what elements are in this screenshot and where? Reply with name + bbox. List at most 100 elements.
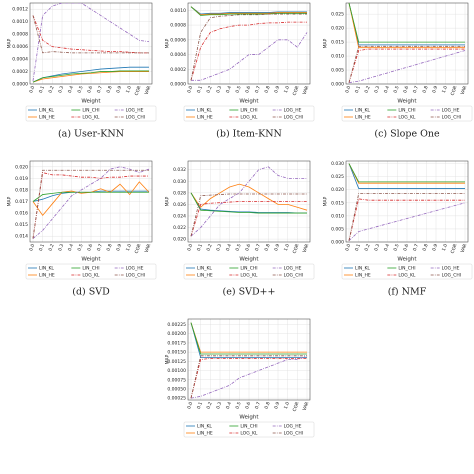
series-line [348, 163, 465, 189]
x-tick-label: 0.5 [77, 243, 85, 252]
y-tick-label: 0.005 [331, 68, 344, 74]
x-tick-label: 1.0 [441, 85, 449, 94]
y-axis-label: MAP [165, 38, 171, 48]
x-tick-label: 0.0 [344, 85, 352, 94]
x-axis-label: Weight [239, 257, 259, 263]
x-tick-label: 0.2 [364, 85, 372, 94]
x-tick-label: 0.3 [373, 85, 381, 94]
x-tick-label: 0.4 [225, 243, 233, 252]
y-tick-label: 0.00225 [167, 322, 186, 328]
x-tick-label: 0.9 [273, 85, 281, 94]
y-tick-label: 0.0008 [170, 23, 186, 29]
y-tick-label: 0.020 [331, 187, 344, 193]
series-line [32, 71, 149, 83]
x-tick-label: CGR [450, 85, 459, 96]
y-axis-label: MAP [323, 38, 329, 48]
legend-label: LIN_HE [355, 273, 371, 279]
x-tick-label: 0.8 [264, 401, 272, 410]
series-line [190, 355, 307, 399]
series-line [190, 358, 307, 399]
x-tick-label: 0.4 [225, 401, 233, 410]
x-tick-label: 0.8 [422, 85, 430, 94]
x-tick-label: 0.7 [412, 85, 420, 94]
y-tick-label: 0.020 [173, 237, 186, 243]
x-tick-label: 1.0 [125, 85, 133, 94]
x-tick-label: 0.6 [244, 85, 252, 94]
series-line [32, 191, 149, 202]
caption: (f) NMF [388, 287, 427, 298]
x-tick-label: 0.6 [86, 243, 94, 252]
x-tick-label: 0.1 [354, 85, 362, 94]
legend-label: LIN_CHI [398, 266, 415, 272]
x-tick-label: 0.3 [57, 85, 65, 94]
y-tick-label: 0.026 [173, 202, 186, 208]
y-axis-label: MAP [165, 196, 171, 206]
caption: (b) Item-KNN [216, 129, 282, 140]
x-axis-label: Weight [81, 257, 101, 263]
y-tick-label: 0.022 [173, 225, 186, 231]
y-axis-label: MAP [7, 38, 13, 48]
series-line [32, 169, 149, 239]
legend-label: LIN_CHI [240, 108, 257, 114]
x-tick-label: 0.6 [244, 243, 252, 252]
x-axis-label: Weight [239, 99, 259, 105]
series-line [190, 13, 307, 81]
series-line [32, 172, 149, 239]
legend-label: LIN_HE [197, 431, 213, 437]
series-line [32, 66, 149, 83]
x-tick-label: 0.2 [206, 85, 214, 94]
x-tick-label: 0.9 [273, 243, 281, 252]
y-tick-label: 0.032 [173, 167, 186, 173]
series-line [190, 183, 308, 211]
legend-label: LIN_KL [39, 266, 54, 272]
x-tick-label: CGR [292, 243, 301, 254]
legend-label: LIN_KL [355, 266, 370, 272]
legend-label: LOG_CHI [284, 273, 303, 279]
legend-label: LOG_CHI [442, 273, 461, 279]
x-tick-label: 0.6 [402, 85, 410, 94]
x-tick-label: CGR [292, 401, 301, 412]
caption: (c) Slope One [374, 129, 440, 140]
x-tick-label: 0.5 [235, 243, 243, 252]
legend-label: LIN_KL [197, 266, 212, 272]
y-tick-label: 0.000 [331, 240, 344, 246]
x-tick-label: 0.7 [254, 85, 262, 94]
x-tick-label: 0.0 [344, 243, 352, 252]
x-tick-label: CGR [134, 85, 143, 96]
series-line [32, 15, 149, 54]
legend-label: LIN_KL [39, 108, 54, 114]
x-tick-label: 0.0 [186, 401, 194, 410]
x-tick-label: 0.5 [393, 243, 401, 252]
x-tick-label: 0.6 [244, 401, 252, 410]
x-tick-label: 0.2 [206, 243, 214, 252]
plot-frame [187, 318, 311, 401]
y-tick-label: 0.0006 [170, 37, 186, 43]
legend-label: LOG_HE [442, 108, 460, 114]
x-tick-label: 0.0 [186, 85, 194, 94]
series-line [190, 322, 307, 353]
x-tick-label: 0.9 [431, 243, 439, 252]
legend-label: LIN_CHI [398, 108, 415, 114]
caption: (a) User-KNN [58, 129, 124, 140]
legend-label: LIN_KL [197, 108, 212, 114]
caption: (e) SVD++ [223, 287, 276, 298]
y-tick-label: 0.00125 [167, 359, 186, 365]
y-tick-label: 0.017 [15, 199, 28, 205]
x-tick-label: 1.0 [441, 243, 449, 252]
y-axis-label: MAP [165, 354, 171, 364]
y-axis-label: MAP [7, 196, 13, 206]
series-line [32, 3, 150, 81]
x-tick-label: 0.7 [254, 243, 262, 252]
plot-frame [187, 160, 311, 243]
y-axis-label: MAP [323, 196, 329, 206]
series-line [348, 3, 465, 43]
x-tick-label: 0.4 [67, 243, 75, 252]
y-tick-label: 0.028 [173, 190, 186, 196]
legend-label: LOG_HE [284, 108, 302, 114]
legend-label: LOG_KL [240, 115, 258, 121]
x-tick-label: 1.0 [283, 85, 291, 94]
